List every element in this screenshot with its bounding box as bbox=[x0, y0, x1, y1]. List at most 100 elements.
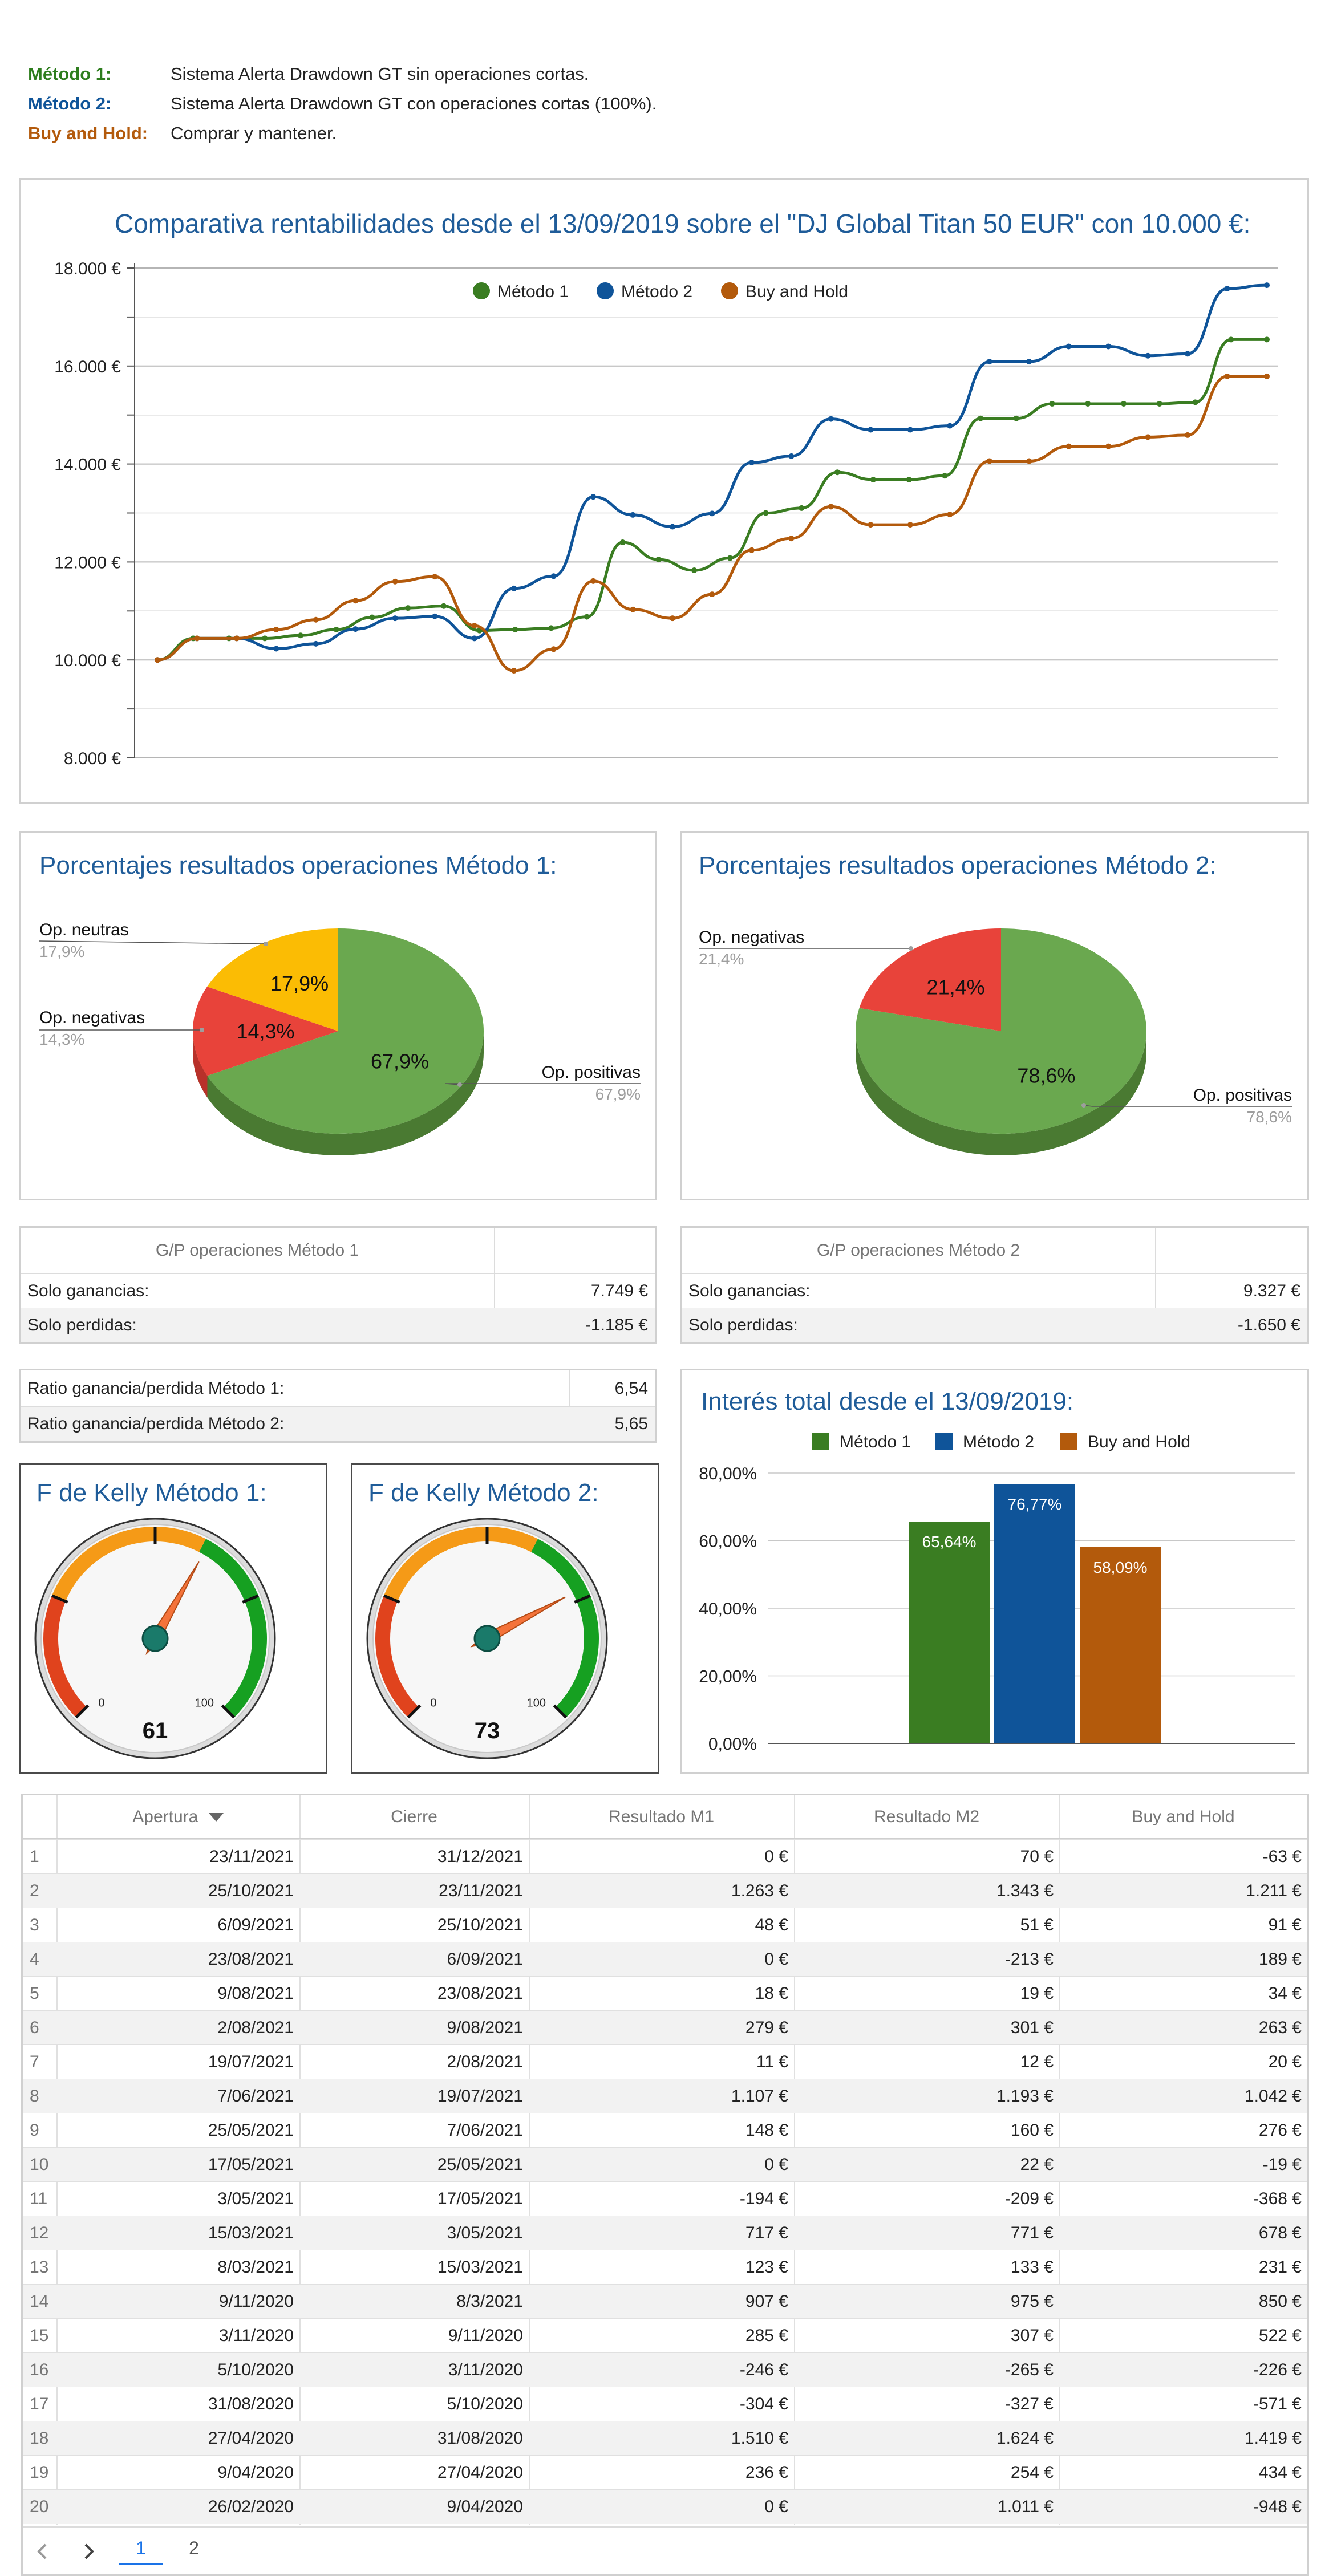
kelly-2-panel: F de Kelly Método 2: 0 100 73 bbox=[351, 1463, 659, 1774]
data-point bbox=[352, 626, 359, 632]
pie-slice bbox=[859, 928, 1001, 1031]
pie-outer-percent: 78,6% bbox=[1247, 1108, 1292, 1126]
leader-dot bbox=[264, 942, 268, 946]
data-point bbox=[709, 510, 715, 517]
cell-resultado-m2: -327 € bbox=[1004, 2395, 1054, 2413]
cell-resultado-m2: 301 € bbox=[1010, 2018, 1054, 2037]
cell-apertura: 31/08/2020 bbox=[208, 2395, 294, 2413]
cell-resultado-m2: 133 € bbox=[1010, 2258, 1054, 2277]
cell-buy-and-hold: 276 € bbox=[1258, 2121, 1302, 2140]
y-tick-label: 40,00% bbox=[699, 1600, 757, 1618]
pie-slice bbox=[193, 987, 338, 1076]
data-point bbox=[1145, 352, 1151, 359]
cell-buy-and-hold: 1.419 € bbox=[1244, 2429, 1302, 2448]
cell-resultado-m1: 0 € bbox=[764, 1847, 788, 1866]
data-point bbox=[590, 578, 597, 584]
header-label: Apertura bbox=[132, 1807, 198, 1826]
table-row: 9 25/05/2021 7/06/2021 148 € 160 € 276 € bbox=[23, 2113, 1307, 2148]
cell-resultado-m2: 12 € bbox=[1020, 2052, 1054, 2071]
data-point bbox=[432, 613, 438, 619]
gp-row-losses: Solo perdidas: -1.185 € bbox=[21, 1308, 655, 1342]
chevron-left-icon[interactable] bbox=[35, 2542, 49, 2561]
cell-buy-and-hold: 34 € bbox=[1268, 1984, 1302, 2003]
data-point bbox=[262, 635, 268, 642]
data-point bbox=[1026, 359, 1032, 365]
cell-buy-and-hold: 1.042 € bbox=[1244, 2087, 1302, 2106]
legend-metodo-2: Método 2: Sistema Alerta Drawdown GT con … bbox=[28, 91, 657, 116]
series-line bbox=[157, 283, 1267, 662]
legend-desc: Comprar y mantener. bbox=[171, 123, 337, 143]
data-point bbox=[670, 615, 676, 622]
gauge-value: 61 bbox=[143, 1718, 168, 1743]
table-row: 10 17/05/2021 25/05/2021 0 € 22 € -19 € bbox=[23, 2147, 1307, 2182]
legend-label: Método 1 bbox=[840, 1433, 911, 1451]
gauge-tick bbox=[242, 1594, 260, 1604]
header-resultado-m1[interactable]: Resultado M1 bbox=[608, 1807, 715, 1826]
row-index: 3 bbox=[30, 1916, 39, 1934]
data-point bbox=[392, 578, 398, 585]
row-index: 5 bbox=[30, 1984, 39, 2003]
data-point bbox=[1264, 373, 1270, 379]
gauge-tick bbox=[407, 1704, 422, 1719]
sort-desc-icon bbox=[208, 1813, 224, 1822]
bar-chart-panel: Interés total desde el 13/09/2019: 0,00%… bbox=[680, 1369, 1309, 1774]
table-row: 7 19/07/2021 2/08/2021 11 € 12 € 20 € bbox=[23, 2044, 1307, 2079]
cell-buy-and-hold: -948 € bbox=[1253, 2497, 1302, 2516]
data-point bbox=[333, 626, 339, 632]
y-tick-label: 14.000 € bbox=[54, 456, 121, 474]
bar bbox=[909, 1522, 990, 1743]
line-chart-panel: Comparativa rentabilidades desde el 13/0… bbox=[19, 178, 1309, 804]
data-point bbox=[233, 635, 240, 642]
data-point bbox=[630, 512, 636, 518]
data-point bbox=[1192, 399, 1198, 405]
gp-row-label: Solo perdidas: bbox=[27, 1316, 137, 1334]
data-point bbox=[471, 635, 477, 642]
cell-resultado-m2: 254 € bbox=[1010, 2463, 1054, 2482]
data-point bbox=[590, 494, 597, 500]
legend-label: Método 2 bbox=[621, 282, 692, 301]
header-cierre[interactable]: Cierre bbox=[391, 1807, 437, 1826]
data-point bbox=[947, 512, 953, 518]
row-index: 12 bbox=[30, 2224, 49, 2242]
page-1-link[interactable]: 1 bbox=[136, 2538, 146, 2558]
data-point bbox=[870, 477, 876, 483]
data-point bbox=[511, 585, 517, 591]
header-resultado-m2[interactable]: Resultado M2 bbox=[873, 1807, 980, 1826]
cell-buy-and-hold: 91 € bbox=[1268, 1916, 1302, 1934]
cell-apertura: 3/05/2021 bbox=[217, 2189, 294, 2208]
bar-value-label: 76,77% bbox=[1008, 1495, 1062, 1513]
table-row: 17 31/08/2020 5/10/2020 -304 € -327 € -571 € bbox=[23, 2387, 1307, 2421]
cell-resultado-m1: 11 € bbox=[756, 2052, 788, 2071]
cell-buy-and-hold: 263 € bbox=[1258, 2018, 1302, 2037]
row-index: 13 bbox=[30, 2258, 49, 2277]
cell-cierre: 9/04/2020 bbox=[447, 2497, 523, 2516]
table-row: 13 8/03/2021 15/03/2021 123 € 133 € 231 € bbox=[23, 2250, 1307, 2285]
y-tick-label: 8.000 € bbox=[64, 749, 121, 768]
kelly-2-gauge: 0 100 73 bbox=[366, 1518, 608, 1759]
pie-outer-label: Op. positivas bbox=[1193, 1086, 1292, 1105]
cell-resultado-m1: 1.510 € bbox=[731, 2429, 788, 2448]
page-2-link[interactable]: 2 bbox=[189, 2538, 199, 2558]
cell-apertura: 9/08/2021 bbox=[217, 1984, 294, 2003]
legend-label: Buy and Hold bbox=[745, 282, 848, 301]
gauge-min-label: 0 bbox=[430, 1697, 436, 1710]
cell-buy-and-hold: 20 € bbox=[1268, 2052, 1302, 2071]
gp-row-gains: Solo ganancias: 9.327 € bbox=[682, 1273, 1307, 1308]
pie-2-chart: 78,6% 21,4% Op. positivas 78,6% Op. negativa… bbox=[699, 928, 1292, 1155]
cell-apertura: 9/04/2020 bbox=[217, 2463, 294, 2482]
cell-buy-and-hold: -571 € bbox=[1253, 2395, 1302, 2413]
chevron-right-icon[interactable] bbox=[82, 2542, 96, 2561]
header-buy-and-hold[interactable]: Buy and Hold bbox=[1132, 1807, 1235, 1826]
line-chart-title: Comparativa rentabilidades desde el 13/0… bbox=[115, 209, 1251, 238]
data-point bbox=[619, 539, 626, 546]
series-line bbox=[157, 375, 1267, 672]
gp-table-header: G/P operaciones Método 1 bbox=[21, 1228, 655, 1273]
cell-resultado-m2: 1.624 € bbox=[996, 2429, 1054, 2448]
pie-2-title: Porcentajes resultados operaciones Métod… bbox=[699, 851, 1217, 879]
cell-buy-and-hold: -19 € bbox=[1262, 2155, 1302, 2174]
data-point bbox=[392, 615, 398, 622]
data-point bbox=[907, 522, 913, 528]
ratio-value: 6,54 bbox=[614, 1379, 648, 1398]
header-apertura[interactable]: Apertura bbox=[56, 1795, 299, 1838]
pie-side bbox=[193, 1031, 484, 1155]
